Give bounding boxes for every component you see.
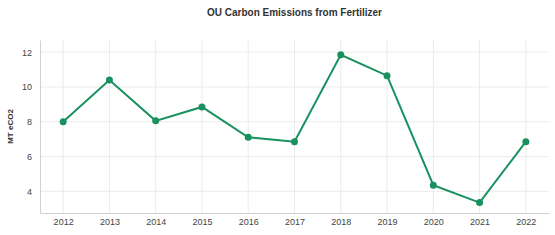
series <box>60 51 530 206</box>
x-grid-line <box>248 40 249 213</box>
marker <box>430 182 437 189</box>
y-axis: 4 6 8 10 12 <box>22 41 41 214</box>
axis-line <box>41 213 550 214</box>
x-tick: 2020 <box>424 213 444 227</box>
x-tick: 2017 <box>285 213 305 227</box>
x-grid-line <box>109 40 110 213</box>
y-tick-label: 6 <box>27 152 32 162</box>
marker <box>291 138 298 145</box>
x-tick: 2022 <box>516 213 536 227</box>
y-tick: 4 <box>27 187 40 197</box>
marker <box>522 138 529 145</box>
marker <box>152 117 159 124</box>
x-tick-label: 2015 <box>192 217 212 227</box>
y-tick-label: 8 <box>27 117 32 127</box>
x-tick-label: 2020 <box>424 217 444 227</box>
x-tick: 2016 <box>239 213 259 227</box>
y-tick-label: 4 <box>27 187 32 197</box>
x-tick-label: 2022 <box>516 217 536 227</box>
x-grid-line <box>525 40 526 213</box>
x-tick-label: 2013 <box>100 217 120 227</box>
x-tick-label: 2018 <box>331 217 351 227</box>
x-tick-label: 2014 <box>146 217 166 227</box>
x-tick: 2021 <box>470 213 490 227</box>
x-tick: 2018 <box>331 213 351 227</box>
x-grid-line <box>63 40 64 213</box>
x-tick-label: 2019 <box>378 217 398 227</box>
y-tick: 6 <box>27 152 40 162</box>
x-grid-line <box>155 40 156 213</box>
x-tick: 2014 <box>146 213 166 227</box>
x-tick-label: 2017 <box>285 217 305 227</box>
marker <box>384 72 391 79</box>
axis-line <box>40 41 41 214</box>
grid <box>40 40 549 213</box>
x-grid-line <box>340 40 341 213</box>
x-tick: 2013 <box>100 213 120 227</box>
marker <box>337 51 344 58</box>
y-tick-label: 12 <box>22 48 32 58</box>
x-grid-line <box>387 40 388 213</box>
marker <box>198 103 205 110</box>
x-tick: 2015 <box>192 213 212 227</box>
y-axis-title: MT eCO2 <box>6 109 15 144</box>
x-tick-label: 2016 <box>239 217 259 227</box>
marker <box>106 76 113 83</box>
marker <box>60 118 67 125</box>
title: OU Carbon Emissions from Fertilizer <box>207 7 382 18</box>
marker <box>476 199 483 206</box>
marker <box>245 134 252 141</box>
chart: 2012 2013 2014 2015 2016 2017 2018 2019 2020 2021… <box>0 0 555 235</box>
y-tick: 12 <box>22 48 40 58</box>
y-tick: 10 <box>22 82 40 92</box>
line <box>63 55 526 203</box>
y-tick: 8 <box>27 117 40 127</box>
x-tick-label: 2012 <box>54 217 74 227</box>
plot-area: 2012 2013 2014 2015 2016 2017 2018 2019 2020 2021… <box>22 40 550 227</box>
x-axis: 2012 2013 2014 2015 2016 2017 2018 2019 2020 2021… <box>41 213 550 227</box>
y-tick-label: 10 <box>22 82 32 92</box>
x-tick: 2012 <box>54 213 74 227</box>
x-grid-line <box>201 40 202 213</box>
x-tick-label: 2021 <box>470 217 490 227</box>
x-grid-line <box>294 40 295 213</box>
x-tick: 2019 <box>378 213 398 227</box>
x-grid-line <box>479 40 480 213</box>
